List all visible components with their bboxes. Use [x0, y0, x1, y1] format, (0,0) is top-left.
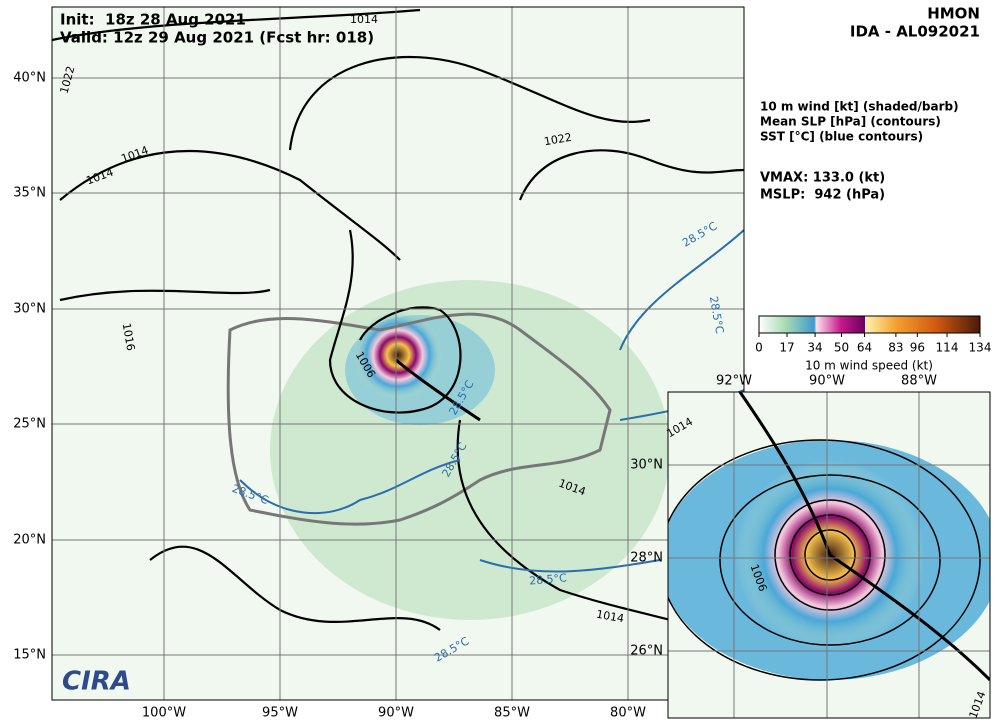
lat-label: 35°N [13, 186, 46, 201]
inset-lon-label: 92°W [716, 374, 752, 389]
map-frame [51, 6, 745, 701]
inset-map [668, 392, 990, 718]
inset-lat-label: 26°N [630, 644, 663, 659]
colorbar [758, 315, 981, 334]
contour-label: 1022 [543, 131, 573, 149]
lat-label: 20°N [13, 533, 46, 548]
lat-label: 30°N [13, 302, 46, 317]
colorbar-tick-label: 64 [857, 341, 872, 355]
model-name: HMON [927, 5, 980, 23]
lon-label: 100°W [142, 706, 186, 721]
contour-label: 1016 [120, 322, 138, 352]
lon-label: 95°W [262, 706, 298, 721]
contour-label: 28.5°C [707, 295, 726, 335]
contour-label: 1014 [595, 608, 625, 626]
storm-name: IDA - AL092021 [850, 23, 980, 41]
inset-lat-label: 30°N [630, 458, 663, 473]
lon-label: 80°W [610, 706, 646, 721]
legend-line: Mean SLP [hPa] (contours) [760, 115, 941, 129]
lon-label: 85°W [494, 706, 530, 721]
lat-label: 25°N [13, 417, 46, 432]
legend-line: SST [°C] (blue contours) [760, 130, 923, 144]
main-map [52, 7, 744, 700]
colorbar-tick-label: 134 [969, 341, 992, 355]
colorbar-tick-label: 17 [779, 341, 794, 355]
contour-label: 28.5°C [529, 571, 568, 587]
colorbar-tick-label: 0 [755, 341, 763, 355]
inset-frame [667, 391, 991, 719]
colorbar-tick-label: 114 [936, 341, 959, 355]
colorbar-tick-label: 50 [834, 341, 849, 355]
lat-label: 15°N [13, 648, 46, 663]
lat-label: 40°N [13, 71, 46, 86]
inset-lat-label: 28°N [630, 551, 663, 566]
inset-lon-label: 90°W [809, 374, 845, 389]
colorbar-tick-label: 83 [888, 341, 903, 355]
lon-label: 90°W [378, 706, 414, 721]
legend-line: 10 m wind [kt] (shaded/barb) [760, 100, 959, 114]
colorbar-label: 10 m wind speed (kt) [805, 359, 933, 373]
inset-lon-label: 88°W [901, 374, 937, 389]
logo: CIRA [62, 667, 131, 697]
vmax: VMAX: 133.0 (kt) [760, 171, 885, 186]
contour-label: 1014 [350, 13, 378, 26]
valid-time: Valid: 12z 29 Aug 2021 (Fcst hr: 018) [60, 29, 374, 47]
init-time: Init: 18z 28 Aug 2021 [60, 11, 246, 29]
colorbar-tick-label: 34 [807, 341, 822, 355]
colorbar-tick-label: 96 [910, 341, 925, 355]
mslp: MSLP: 942 (hPa) [760, 188, 885, 203]
